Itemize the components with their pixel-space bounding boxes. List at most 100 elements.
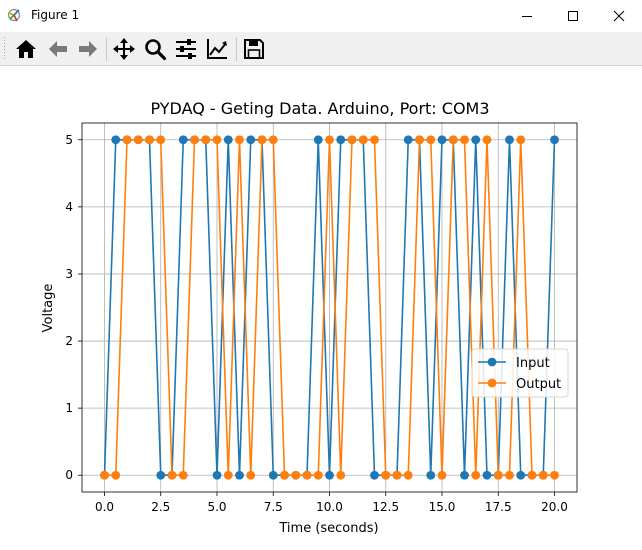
toolbar-separator [106, 37, 107, 61]
data-point [505, 135, 514, 145]
x-tick-label: 12.5 [372, 500, 399, 514]
forward-arrow-icon [79, 41, 97, 57]
legend-label: Input [516, 356, 550, 371]
configure-subplots-button[interactable] [173, 36, 199, 62]
data-point [145, 135, 154, 145]
back-button[interactable] [45, 36, 71, 62]
data-point [235, 135, 244, 145]
data-point [471, 135, 481, 145]
data-point [167, 470, 177, 480]
data-point [460, 135, 469, 145]
data-point [325, 470, 334, 480]
home-icon [16, 40, 36, 58]
data-point [336, 135, 346, 145]
home-button[interactable] [13, 36, 39, 62]
data-point [493, 470, 503, 480]
maximize-icon [568, 11, 578, 21]
data-point [415, 135, 424, 145]
data-point [516, 470, 526, 480]
toolbar-grip[interactable] [3, 37, 6, 61]
legend-swatch-marker [487, 378, 497, 388]
data-point [426, 135, 436, 145]
data-point [448, 135, 458, 145]
data-point [100, 470, 109, 480]
zoom-button[interactable] [142, 36, 168, 62]
plot-series [100, 135, 559, 480]
pan-button[interactable] [111, 36, 137, 62]
data-point [460, 470, 469, 480]
x-tick-label: 17.5 [485, 500, 512, 514]
data-point [201, 135, 211, 145]
x-tick-label: 15.0 [429, 500, 456, 514]
toolbar-separator [236, 37, 237, 61]
minimize-icon [522, 16, 532, 17]
data-point [403, 470, 413, 480]
y-axis-label: Voltage [41, 284, 56, 333]
data-point [516, 135, 526, 145]
data-point [133, 135, 143, 145]
save-button[interactable] [241, 36, 267, 62]
data-point [246, 470, 256, 480]
data-point [527, 470, 537, 480]
data-point [178, 135, 188, 145]
data-point [336, 470, 346, 480]
data-point [190, 135, 199, 145]
legend-label: Output [516, 377, 561, 392]
data-point [156, 135, 166, 145]
close-icon [613, 10, 625, 22]
x-tick-label: 0.0 [95, 500, 114, 514]
chart-legend: Input Output [471, 348, 569, 398]
figure-canvas[interactable]: 0.0 2.5 5.0 7.5 10.0 12.5 15.0 17.5 20.0 0 1 2 3 4 5 P… [0, 66, 642, 546]
data-point [403, 135, 413, 145]
window-titlebar[interactable]: Figure 1 [0, 0, 642, 32]
x-tick-label: 2.5 [151, 500, 170, 514]
data-point [212, 135, 222, 145]
data-point [482, 470, 492, 480]
data-point [550, 135, 559, 145]
data-point [347, 135, 357, 145]
data-point [471, 470, 481, 480]
app-icon [7, 8, 21, 22]
data-point [302, 470, 312, 480]
axis-ticks: 0.0 2.5 5.0 7.5 10.0 12.5 15.0 17.5 20.0 0 1 2 3 4 5 [65, 133, 568, 514]
y-tick-label: 5 [65, 133, 73, 147]
y-tick-label: 0 [65, 468, 73, 482]
data-point [156, 470, 166, 480]
legend-swatch-marker [487, 357, 497, 367]
data-point [381, 470, 391, 480]
data-point [313, 135, 323, 145]
data-point [505, 470, 514, 480]
data-point [370, 135, 379, 145]
x-tick-label: 20.0 [541, 500, 568, 514]
data-point [358, 135, 368, 145]
minimize-button[interactable] [504, 0, 550, 32]
data-point [426, 470, 436, 480]
x-tick-label: 7.5 [264, 500, 283, 514]
data-point [325, 135, 334, 145]
data-point [268, 135, 278, 145]
zoom-icon [145, 39, 167, 61]
move-icon [113, 38, 135, 60]
y-tick-label: 2 [65, 334, 73, 348]
maximize-button[interactable] [550, 0, 596, 32]
y-tick-label: 4 [65, 200, 73, 214]
data-point [291, 470, 301, 480]
x-tick-label: 10.0 [316, 500, 343, 514]
data-point [370, 470, 379, 480]
back-arrow-icon [49, 41, 67, 57]
data-point [392, 470, 402, 480]
data-point [122, 135, 132, 145]
forward-button[interactable] [75, 36, 101, 62]
close-button[interactable] [596, 0, 642, 32]
chart-title: PYDAQ - Geting Data. Arduino, Port: COM3 [150, 99, 489, 118]
data-point [482, 135, 492, 145]
line-chart[interactable]: 0.0 2.5 5.0 7.5 10.0 12.5 15.0 17.5 20.0 0 1 2 3 4 5 P… [0, 66, 642, 546]
data-point [212, 470, 222, 480]
data-point [437, 470, 447, 480]
edit-parameters-button[interactable] [204, 36, 230, 62]
data-point [111, 135, 121, 145]
x-tick-label: 5.0 [207, 500, 226, 514]
data-point [178, 470, 188, 480]
data-point [257, 135, 267, 145]
data-point [280, 470, 289, 480]
